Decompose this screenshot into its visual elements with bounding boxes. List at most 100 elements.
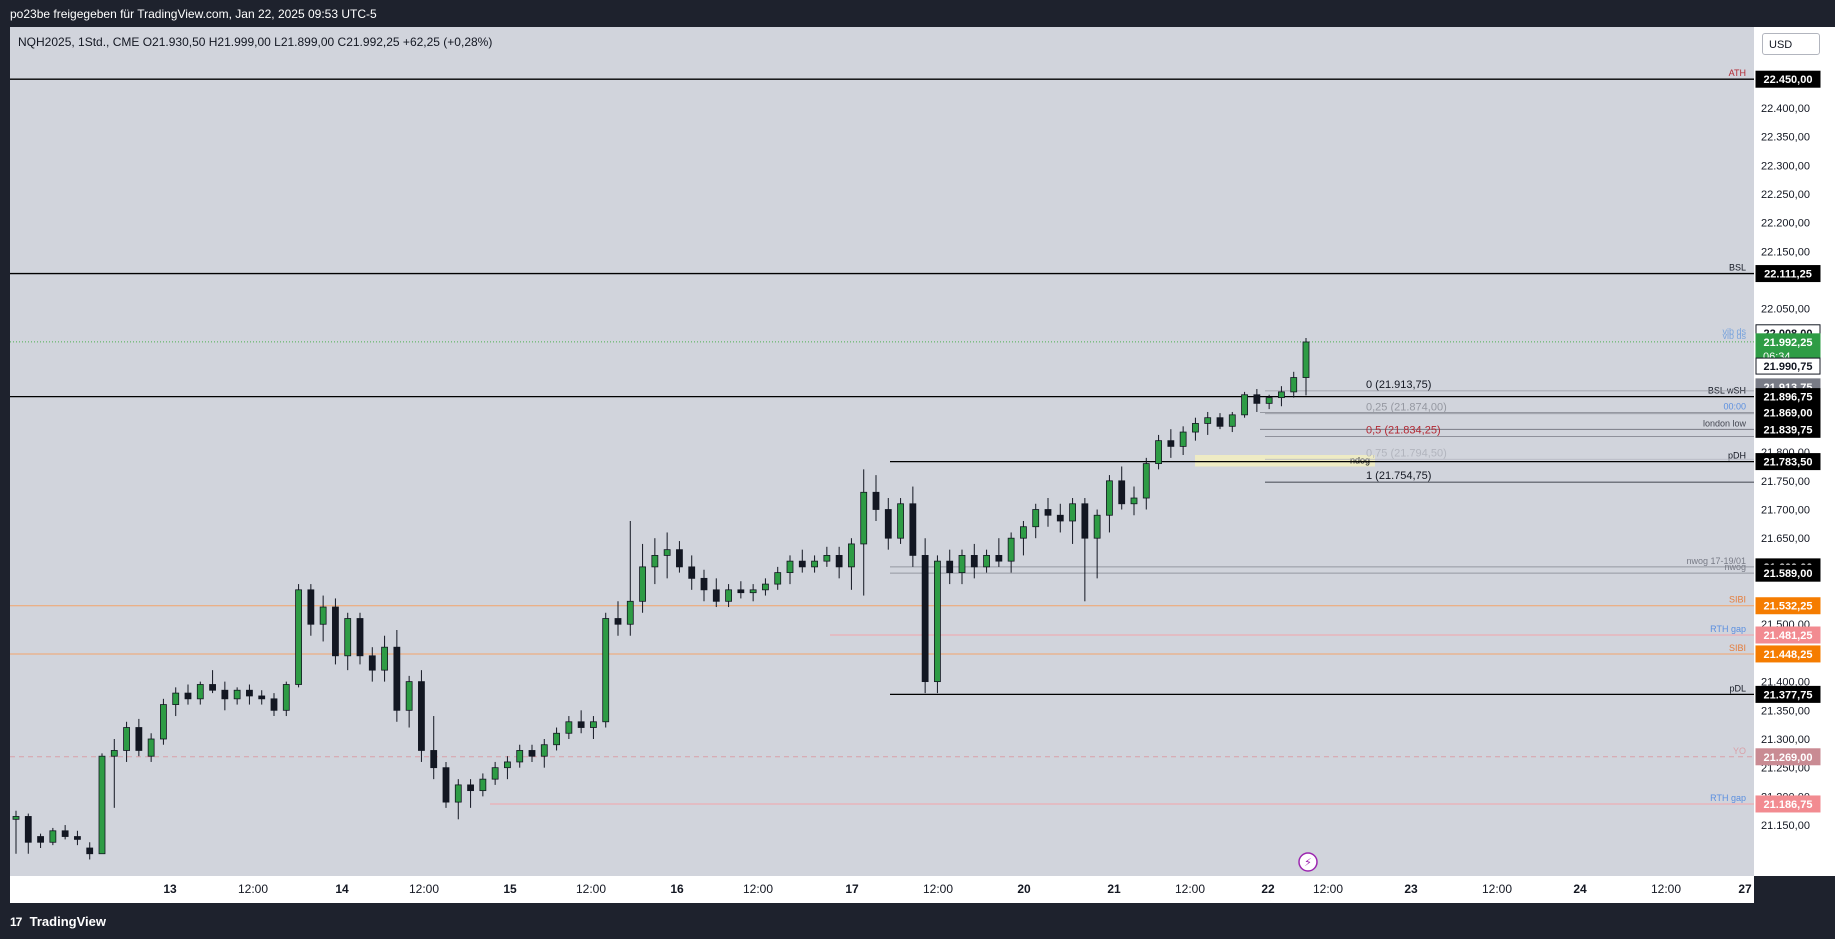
tradingview-brand: TradingView xyxy=(29,914,106,929)
time-tick-label: 12:00 xyxy=(576,882,606,896)
candle-body xyxy=(700,577,708,591)
price-badge xyxy=(1755,265,1821,283)
level-label: vib ds xyxy=(1722,331,1746,341)
candle-body xyxy=(86,847,94,855)
price-badge-label: 21.532,25 xyxy=(1764,601,1813,613)
price-badge xyxy=(1755,626,1821,644)
candle-body xyxy=(418,681,425,751)
tradingview-logo[interactable]: 17 TradingView xyxy=(10,914,106,929)
level-label: SIBI xyxy=(1729,595,1746,605)
candle-body xyxy=(934,560,941,683)
candle-body xyxy=(405,681,413,711)
currency-select[interactable]: USD xyxy=(1762,33,1820,55)
candle-body xyxy=(774,572,782,585)
lightning-icon: ⚡ xyxy=(1304,857,1312,869)
time-tick-label: 13 xyxy=(163,882,177,896)
candle-body xyxy=(172,692,180,705)
candle-body xyxy=(676,549,683,568)
candle-body xyxy=(49,830,57,843)
candle-body xyxy=(577,721,585,728)
price-badge xyxy=(1755,404,1821,422)
price-badge-label: 21.869,00 xyxy=(1764,408,1813,420)
time-tick-label: 12:00 xyxy=(923,882,953,896)
time-tick-label: 24 xyxy=(1573,882,1587,896)
fib-label: 1 (21.754,75) xyxy=(1366,470,1431,482)
symbol-legend: NQH2025, 1Std., CME O21.930,50 H21.999,0… xyxy=(18,35,492,49)
chart-pane[interactable] xyxy=(10,27,1754,876)
time-tick-label: 16 xyxy=(670,882,684,896)
candle-body xyxy=(1253,394,1261,404)
candle-body xyxy=(1020,526,1027,539)
candle-body xyxy=(639,566,646,602)
candle-body xyxy=(798,560,806,568)
candle-body xyxy=(1007,537,1015,562)
price-badge xyxy=(1755,748,1821,766)
candle-body xyxy=(135,727,143,751)
candle-body xyxy=(565,721,573,734)
candle-body xyxy=(749,589,757,594)
level-label: london low xyxy=(1703,418,1747,428)
candle-body xyxy=(553,732,560,746)
fib-label: 0,25 (21.874,00) xyxy=(1366,402,1447,414)
candle-body xyxy=(811,560,818,568)
candle-body xyxy=(110,750,118,757)
time-tick-label: 12:00 xyxy=(1482,882,1512,896)
price-badge-label: 22.111,25 xyxy=(1764,269,1812,281)
price-badge xyxy=(1755,685,1821,703)
candle-body xyxy=(835,555,843,568)
time-tick-label: 12:00 xyxy=(1313,882,1343,896)
candle-body xyxy=(479,778,487,792)
candle-body xyxy=(61,830,69,837)
candle-body xyxy=(270,698,278,711)
candle-body xyxy=(1081,503,1089,539)
time-tick-label: 12:00 xyxy=(1175,882,1205,896)
price-badge-label: 21.992,25 xyxy=(1764,337,1813,349)
candle-body xyxy=(209,684,216,691)
price-tick-label: 22.400,00 xyxy=(1761,103,1810,115)
candle-body xyxy=(995,555,1003,562)
ndog-label: ndog xyxy=(1350,456,1370,466)
candle-body xyxy=(688,566,696,579)
candle-body xyxy=(1192,423,1199,433)
candle-body xyxy=(848,543,855,568)
candle-body xyxy=(307,589,315,625)
candle-body xyxy=(823,555,831,562)
candle-body xyxy=(921,555,929,683)
time-scale[interactable] xyxy=(10,876,1754,903)
time-tick-label: 12:00 xyxy=(409,882,439,896)
time-tick-label: 12:00 xyxy=(743,882,773,896)
price-badge-label: 21.186,75 xyxy=(1764,799,1813,811)
level-label: pDL xyxy=(1729,683,1746,693)
candle-body xyxy=(246,689,253,697)
lightning-icon xyxy=(1298,852,1318,872)
candle-body xyxy=(295,589,302,685)
candle-body xyxy=(233,689,241,700)
price-badge-label: 21.589,00 xyxy=(1764,568,1813,580)
time-tick-label: 21 xyxy=(1107,882,1121,896)
level-label: RTH gap xyxy=(1710,793,1746,803)
currency-label: USD xyxy=(1769,39,1793,51)
price-badge xyxy=(1755,564,1821,582)
candle-body xyxy=(430,750,438,769)
candle-body xyxy=(221,689,229,700)
candle-body xyxy=(626,600,634,625)
price-tick-label: 21.150,00 xyxy=(1761,820,1810,832)
candle-body xyxy=(516,750,524,763)
price-scale[interactable] xyxy=(1754,27,1835,876)
candle-body xyxy=(1142,463,1150,499)
candle-body xyxy=(970,555,978,568)
candle-body xyxy=(196,684,204,700)
time-tick-label: 15 xyxy=(503,882,517,896)
candle-body xyxy=(946,560,954,574)
price-badge-label: 21.269,00 xyxy=(1764,752,1813,764)
candle-body xyxy=(442,767,450,803)
candle-body xyxy=(1044,509,1052,516)
ndog-zone xyxy=(1195,455,1375,467)
fib-label: 0,75 (21.794,50) xyxy=(1366,447,1447,459)
price-badge xyxy=(1755,645,1821,663)
price-badge-label: 21.377,75 xyxy=(1764,689,1813,701)
level-label: nwog 17-19/01 xyxy=(1686,556,1746,566)
candle-body xyxy=(1216,417,1224,427)
candle-body xyxy=(258,695,266,700)
